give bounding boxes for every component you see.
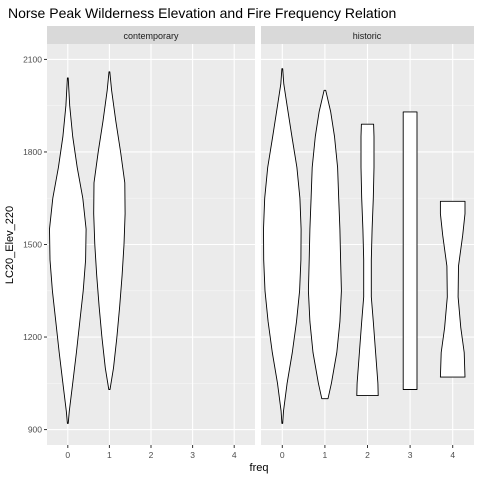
x-tick-label: 3 <box>408 450 413 460</box>
x-tick-label: 4 <box>232 450 237 460</box>
violin-historic-freq-2 <box>356 123 379 397</box>
chart-title: Norse Peak Wilderness Elevation and Fire… <box>8 5 396 21</box>
y-tick-label: 900 <box>28 425 42 435</box>
x-tick-label: 0 <box>280 450 285 460</box>
x-axis-historic: 0 1 2 3 4 <box>280 445 455 460</box>
strip-historic <box>261 26 474 44</box>
x-tick-label: 0 <box>65 450 70 460</box>
y-axis-title: LC20_Elev_220 <box>4 206 16 284</box>
x-tick-label: 3 <box>190 450 195 460</box>
panel-historic: historic <box>261 26 474 445</box>
x-tick-label: 2 <box>365 450 370 460</box>
y-tick-label: 1800 <box>23 147 42 157</box>
x-tick-label: 1 <box>107 450 112 460</box>
x-tick-label: 2 <box>149 450 154 460</box>
strip-label-historic: historic <box>353 31 382 41</box>
violin-contemporary-freq-0 <box>49 77 87 424</box>
violin-historic-freq-0 <box>263 68 302 424</box>
x-axis-contemporary: 0 1 2 3 4 <box>65 445 237 460</box>
y-tick-label: 1200 <box>23 332 42 342</box>
y-axis: 900 1200 1500 1800 2100 <box>23 54 47 435</box>
y-tick-label: 2100 <box>23 54 42 64</box>
x-tick-label: 4 <box>450 450 455 460</box>
violins-contemporary <box>49 71 126 424</box>
violin-historic-freq-1 <box>307 89 342 400</box>
x-tick-label: 1 <box>323 450 328 460</box>
strip-label-contemporary: contemporary <box>123 31 179 41</box>
x-axis-title: freq <box>250 462 269 474</box>
violin-historic-freq-4 <box>439 200 466 378</box>
violins-historic <box>263 68 466 424</box>
y-tick-label: 1500 <box>23 240 42 250</box>
violin-contemporary-freq-1 <box>93 71 126 390</box>
panel-contemporary: contemporary <box>47 26 255 445</box>
violin-historic-freq-3 <box>402 111 418 390</box>
strip-contemporary <box>47 26 255 44</box>
